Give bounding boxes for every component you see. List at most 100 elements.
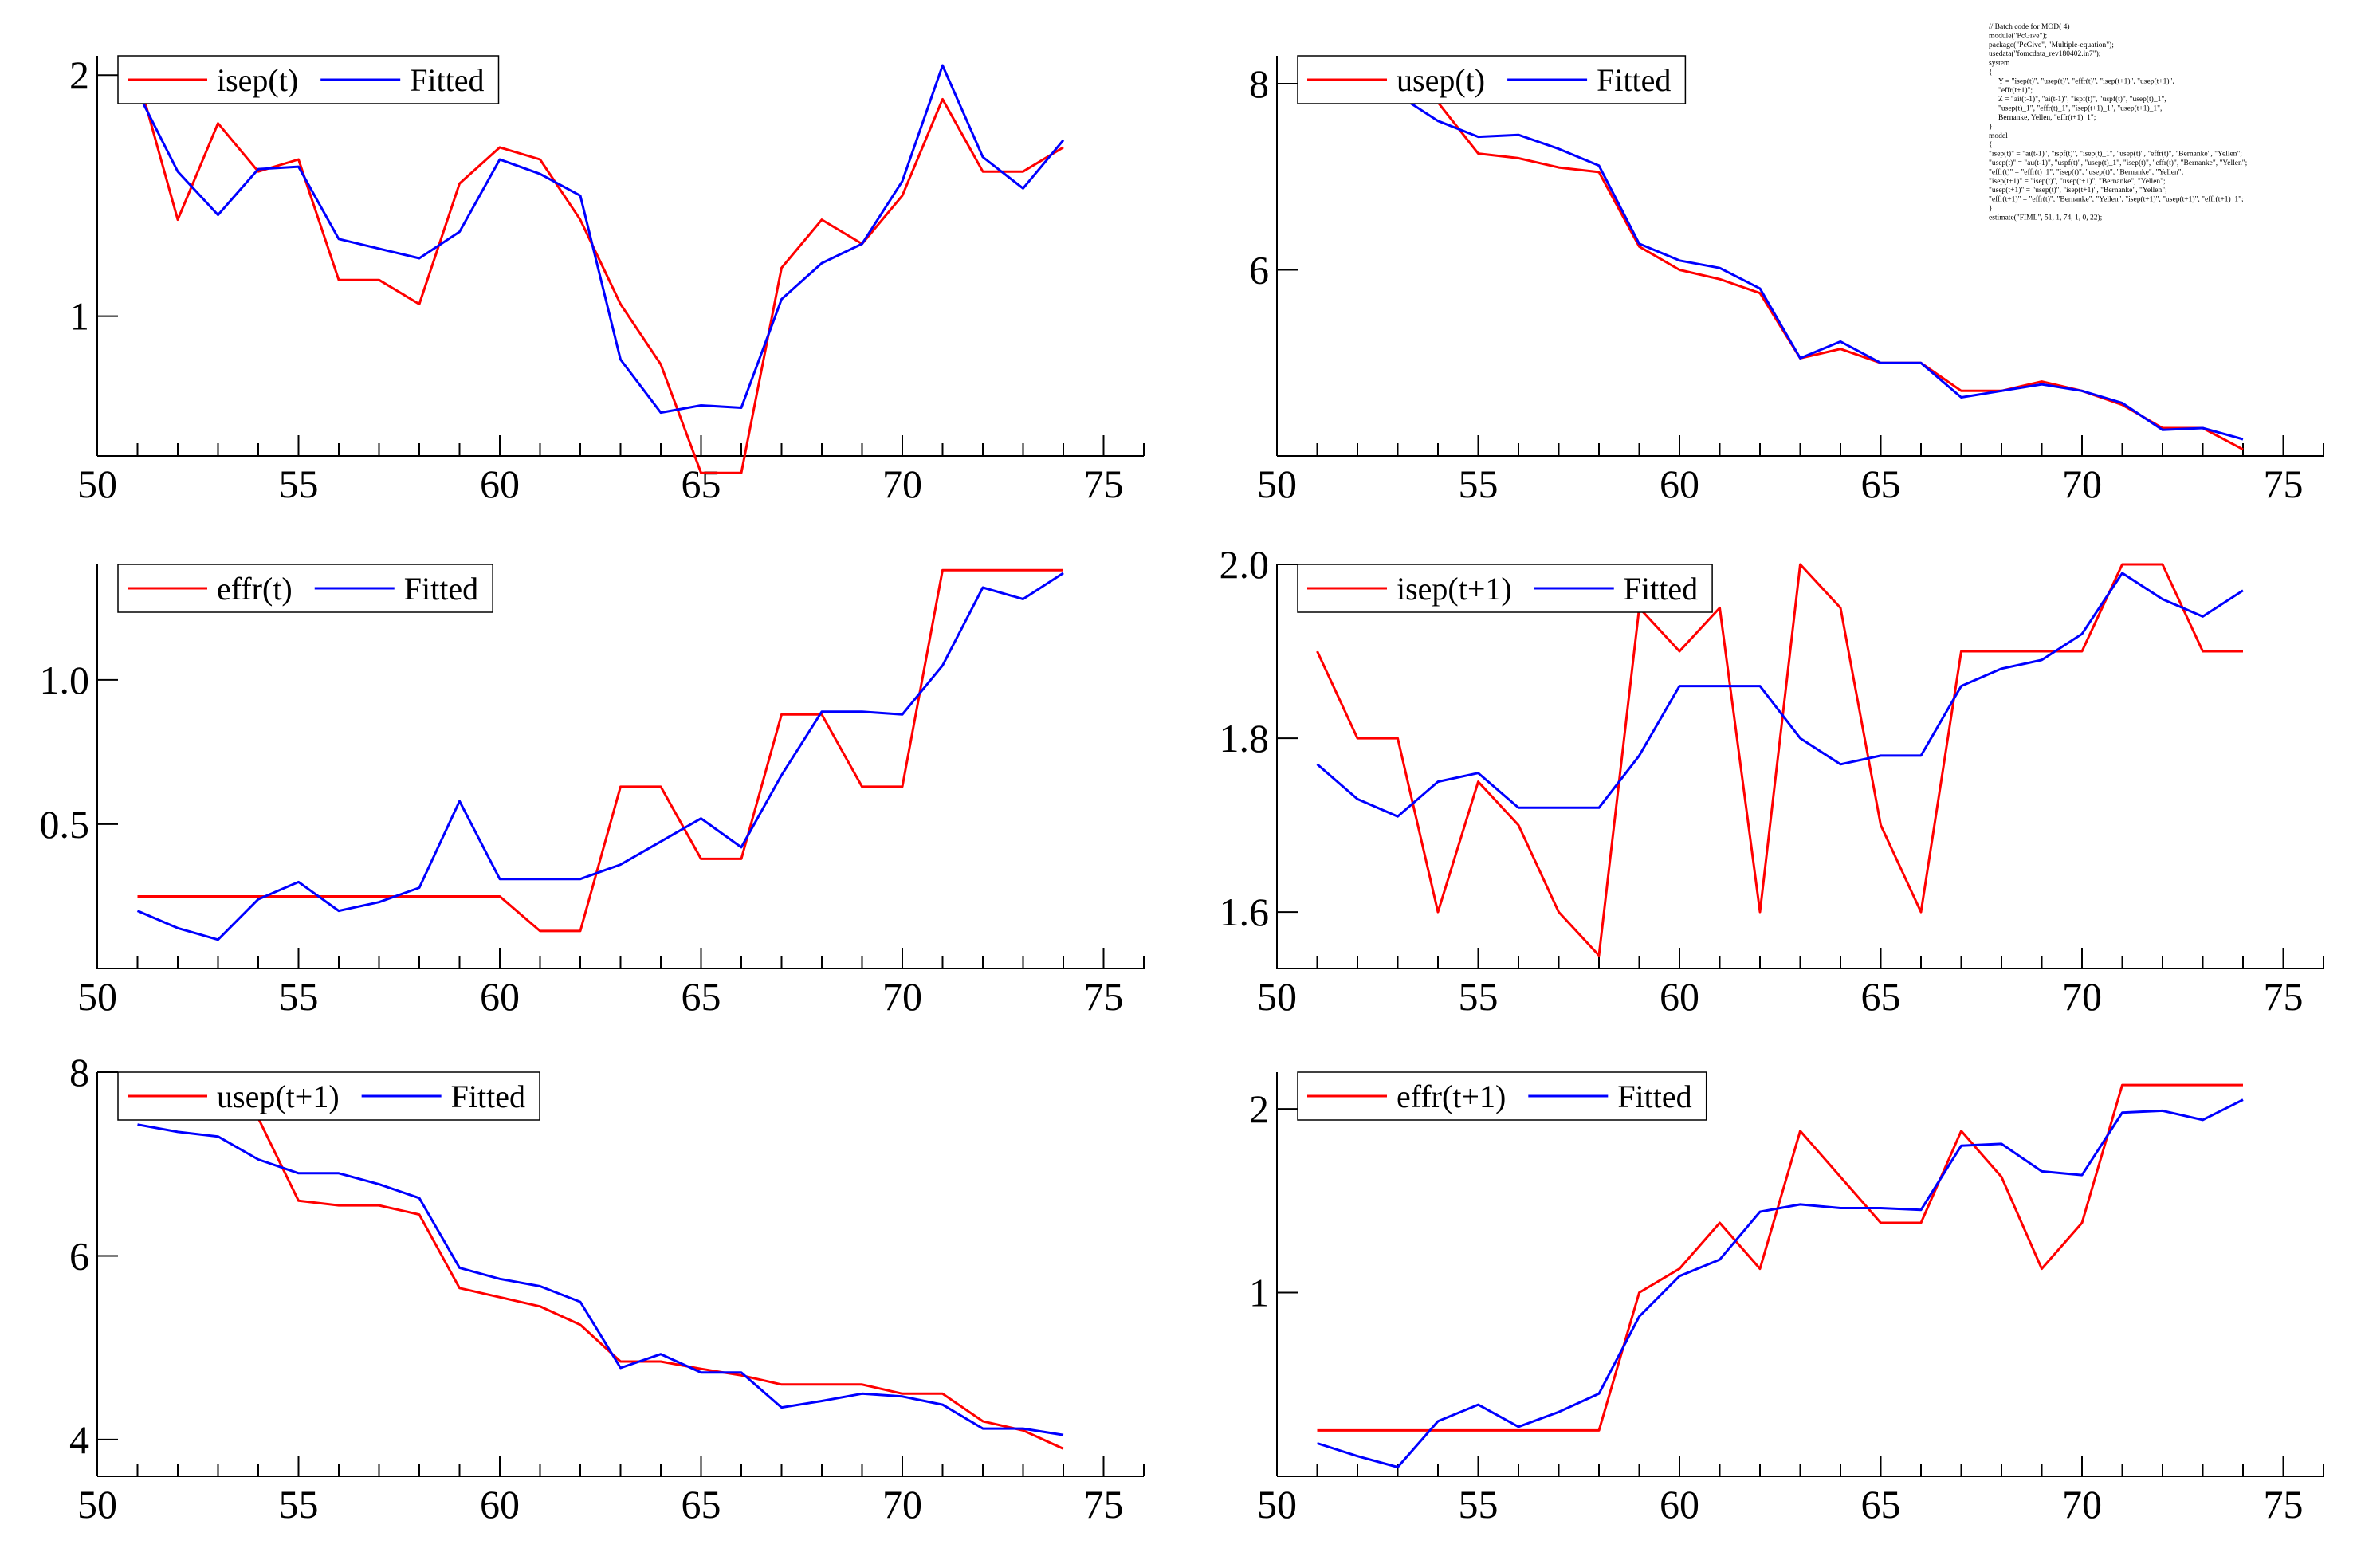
legend: usep(t+1) Fitted [117,1071,540,1121]
x-tick-label: 65 [1861,462,1901,506]
x-tick-label: 75 [1084,1482,1124,1527]
x-tick-label: 70 [2062,1482,2102,1527]
chart-panels: 50 55 60 65 70 75 1 2 isep(t) Fitted 50 55 60 65 70 75 6… [40,53,2324,1527]
x-tick-label: 60 [1660,1482,1699,1527]
x-tick-label: 55 [279,974,319,1019]
chart-panel-bottom-left: 50 55 60 65 70 75 4 6 8 usep(t+1) Fitted [69,1050,1145,1527]
batch-code-line: } [1989,205,1993,213]
batch-code-line: "isep(t)" = "ai(t-1)", "ispf(t)", "isep(… [1989,150,2242,159]
batch-code-line: Z = "ait(t-1)", "ai(t-1)", "ispf(t)", "u… [1998,95,2166,104]
legend-label-fitted: Fitted [404,571,478,607]
series-line-actual [1317,64,2244,451]
y-tick-label: 2 [1249,1087,1269,1131]
series-line-actual [1316,563,2243,957]
y-tick-label: 1 [69,294,89,339]
chart-panel-middle-right: 50 55 60 65 70 75 1.6 1.8 2.0 isep(t+1) Fitted [1220,542,2324,1019]
x-tick-label: 55 [279,1482,319,1527]
batch-code-line: estimate("FIML", 51, 1, 74, 1, 0, 22); [1989,213,2102,222]
series-line-fitted [137,1123,1064,1436]
y-tick-label: 1 [1249,1271,1269,1315]
series-line-fitted [1316,572,2244,818]
y-tick-label: 6 [69,1233,89,1278]
x-tick-label: 60 [480,974,520,1019]
chart-panel-bottom-right: 50 55 60 65 70 75 1 2 effr(t+1) Fitted [1249,1071,2324,1527]
chart-panel-middle-left: 50 55 60 65 70 75 0.5 1.0 effr(t) Fitted [40,564,1145,1019]
batch-code-line: "isep(t+1)" = "isep(t)", "usep(t+1)", "B… [1989,177,2166,186]
legend-label-actual: isep(t) [217,62,298,98]
x-tick-label: 70 [882,974,922,1019]
legend: usep(t) Fitted [1297,55,1687,104]
x-tick-label: 70 [882,1482,922,1527]
x-tick-label: 50 [77,1482,117,1527]
x-tick-label: 65 [1861,1482,1901,1527]
series-line-fitted [136,572,1064,941]
x-tick-label: 75 [1084,462,1124,506]
x-tick-label: 75 [2264,462,2304,506]
y-tick-label: 8 [1249,61,1269,106]
legend-label-actual: isep(t+1) [1397,571,1512,607]
x-tick-label: 75 [1084,974,1124,1019]
batch-code-line: Bernanke, Yellen, "effr(t+1)_1"; [1998,113,2096,122]
legend: effr(t) Fitted [117,564,493,613]
series-line-fitted [1317,84,2244,441]
batch-code-line: Y = "isep(t)", "usep(t)", "effr(t)", "is… [1998,77,2174,85]
x-tick-label: 60 [1660,974,1699,1019]
x-tick-label: 55 [279,462,319,506]
batch-code-line: usedata("fomcdata_rev180402.in7"); [1989,49,2100,58]
batch-code-line: { [1989,141,1993,149]
x-tick-label: 75 [2264,1482,2304,1527]
x-tick-label: 60 [480,462,520,506]
x-tick-label: 55 [1459,1482,1499,1527]
chart-panel-top-left: 50 55 60 65 70 75 1 2 isep(t) Fitted [69,53,1145,506]
series-line-actual [1317,1083,2243,1432]
batch-code-line: module("PcGive"); [1989,31,2047,40]
legend-label-actual: effr(t) [217,571,293,607]
series-line-actual [136,1089,1064,1450]
batch-code-line: "effr(t)" = "effr(t)_1", "isep(t)", "use… [1989,167,2183,176]
legend: isep(t+1) Fitted [1297,564,1713,613]
batch-code-text: // Batch code for MOD( 4)module("PcGive"… [1989,22,2247,222]
series-line-actual [137,568,1063,933]
legend-label-actual: usep(t+1) [217,1079,340,1114]
y-tick-label: 2.0 [1220,542,1270,587]
x-tick-label: 65 [682,974,721,1019]
series-line-fitted [1317,1098,2244,1468]
x-tick-label: 50 [1257,974,1297,1019]
legend-label-actual: usep(t) [1397,62,1485,98]
legend: effr(t+1) Fitted [1297,1071,1707,1121]
x-tick-label: 55 [1459,462,1499,506]
x-tick-label: 70 [2062,974,2102,1019]
legend-label-fitted: Fitted [451,1079,525,1114]
x-tick-label: 65 [682,1482,721,1527]
x-tick-label: 65 [682,462,721,506]
batch-code-line: { [1989,69,1993,77]
batch-code-line: "usep(t+1)" = "usep(t)", "isep(t+1)", "B… [1989,186,2167,195]
x-tick-label: 60 [480,1482,520,1527]
batch-code-line: "effr(t+1)" = "effr(t)", "Bernanke", "Ye… [1989,195,2244,204]
y-tick-label: 1.8 [1220,716,1270,760]
series-line-fitted [136,64,1065,415]
x-tick-label: 70 [882,462,922,506]
batch-code-line: } [1989,123,1993,131]
y-tick-label: 1.0 [40,658,90,702]
batch-code-line: model [1989,132,2008,140]
batch-code-line: "usep(t)" = "au(t-1)", "uspf(t)", "usep(… [1989,159,2247,167]
x-tick-label: 50 [77,974,117,1019]
y-tick-label: 2 [69,53,89,97]
legend-label-fitted: Fitted [1617,1079,1691,1114]
batch-code-line: system [1989,60,2010,68]
x-tick-label: 55 [1459,974,1499,1019]
x-tick-label: 50 [77,462,117,506]
legend-label-fitted: Fitted [1624,571,1698,607]
y-tick-label: 1.6 [1220,890,1270,934]
legend: isep(t) Fitted [117,55,500,104]
y-tick-label: 4 [69,1417,89,1462]
legend-label-fitted: Fitted [1597,62,1671,98]
x-tick-label: 50 [1257,1482,1297,1527]
x-tick-label: 65 [1861,974,1901,1019]
x-tick-label: 50 [1257,462,1297,506]
legend-label-actual: effr(t+1) [1397,1079,1506,1114]
batch-code-line: "effr(t+1)"; [1998,86,2033,95]
legend-label-fitted: Fitted [410,62,484,98]
